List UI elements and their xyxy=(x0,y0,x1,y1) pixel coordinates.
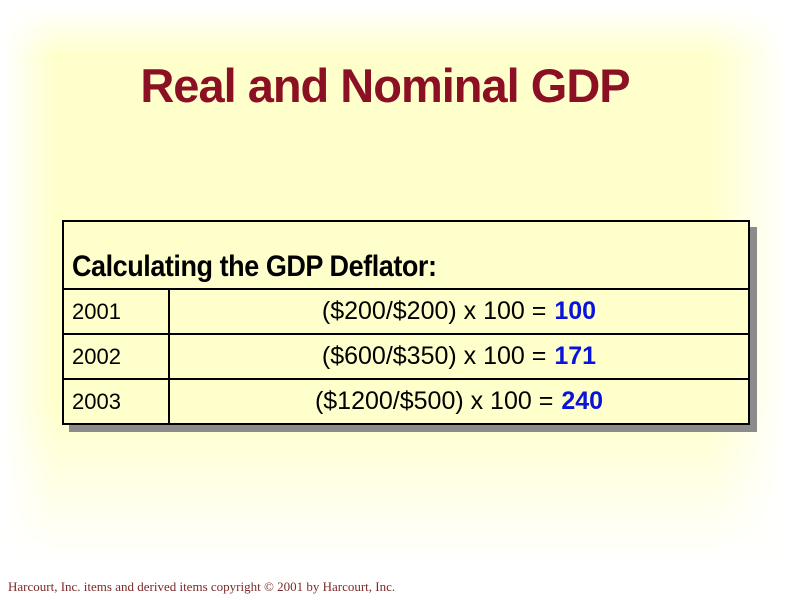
formula-cell: ($600/$350) x 100 = 171 xyxy=(170,335,748,378)
table-row-2001: 2001 ($200/$200) x 100 = 100 xyxy=(64,288,748,333)
table-header-label: Calculating the GDP Deflator: xyxy=(72,250,437,283)
table-row-2003: 2003 ($1200/$500) x 100 = 240 xyxy=(64,378,748,423)
deflator-formula: ($200/$200) x 100 = xyxy=(321,297,547,325)
deflator-formula: ($600/$350) x 100 = xyxy=(321,342,547,370)
year-cell: 2003 xyxy=(64,380,170,423)
year-cell: 2001 xyxy=(64,290,170,333)
deflator-result: 240 xyxy=(561,387,604,415)
deflator-result: 100 xyxy=(554,297,597,325)
copyright-footer: Harcourt, Inc. items and derived items c… xyxy=(8,579,396,594)
table-row-2002: 2002 ($600/$350) x 100 = 171 xyxy=(64,333,748,378)
table-header-row: Calculating the GDP Deflator: xyxy=(64,222,748,288)
formula-cell: ($200/$200) x 100 = 100 xyxy=(170,290,748,333)
slide-title: Real and Nominal GDP xyxy=(140,59,630,112)
formula-cell: ($1200/$500) x 100 = 240 xyxy=(170,380,748,423)
gdp-deflator-table: Calculating the GDP Deflator: 2001 ($200… xyxy=(62,220,750,425)
deflator-formula: ($1200/$500) x 100 = xyxy=(314,387,554,415)
year-cell: 2002 xyxy=(64,335,170,378)
deflator-result: 171 xyxy=(554,342,597,370)
